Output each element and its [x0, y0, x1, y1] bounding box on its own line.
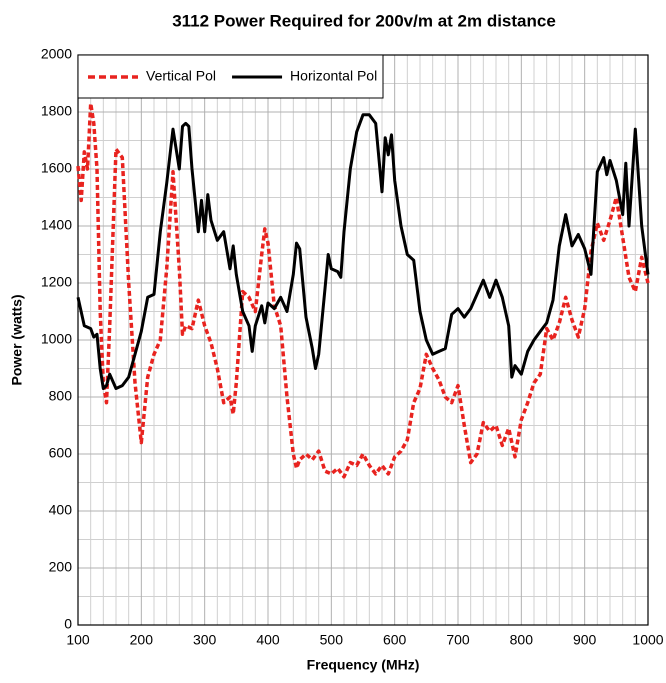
- chart-title: 3112 Power Required for 200v/m at 2m dis…: [172, 11, 556, 30]
- x-tick-label: 900: [573, 632, 597, 648]
- series-line: [76, 113, 650, 390]
- y-tick-label: 800: [49, 388, 73, 404]
- legend-label: Horizontal Pol: [290, 68, 377, 84]
- y-tick-label: 600: [49, 445, 73, 461]
- legend: Vertical Pol Horizontal Pol: [77, 54, 384, 99]
- legend-label: Vertical Pol: [146, 68, 216, 84]
- x-tick-label: 300: [193, 632, 217, 648]
- y-axis-label: Power (watts): [9, 294, 25, 385]
- y-tick-label: 1200: [41, 274, 72, 290]
- x-tick-label: 600: [383, 632, 407, 648]
- y-tick-label: 0: [64, 616, 72, 632]
- legend-box: [77, 54, 384, 99]
- series-line: [76, 101, 650, 479]
- x-tick-label: 200: [130, 632, 154, 648]
- y-tick-label: 2000: [41, 46, 72, 62]
- x-tick-label: 400: [256, 632, 280, 648]
- y-tick-label: 1600: [41, 160, 72, 176]
- y-tick-label: 200: [49, 559, 73, 575]
- x-tick-label: 100: [66, 632, 90, 648]
- y-tick-label: 1000: [41, 331, 72, 347]
- x-tick-label: 500: [320, 632, 344, 648]
- y-tick-label: 1400: [41, 217, 72, 233]
- y-tick-label: 1800: [41, 103, 72, 119]
- x-axis-label: Frequency (MHz): [307, 657, 420, 673]
- x-tick-label: 800: [510, 632, 534, 648]
- x-tick-label: 1000: [632, 632, 663, 648]
- x-tick-label: 700: [446, 632, 470, 648]
- y-tick-label: 400: [49, 502, 73, 518]
